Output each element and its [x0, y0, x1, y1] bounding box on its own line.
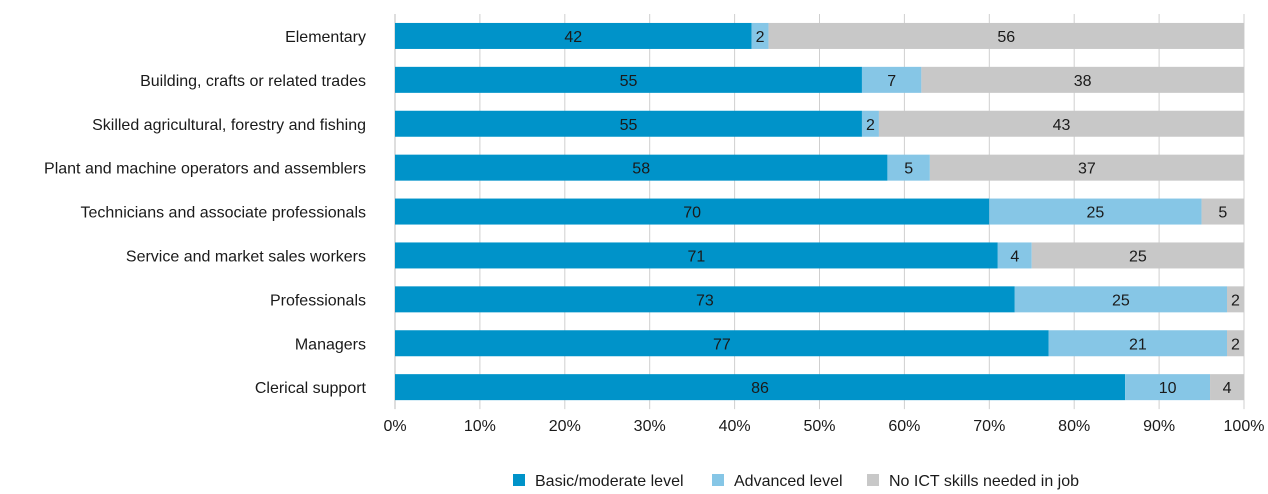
data-label: 42 — [564, 29, 582, 46]
x-tick-label: 50% — [803, 418, 835, 435]
data-label: 37 — [1078, 161, 1096, 178]
category-label: Plant and machine operators and assemble… — [44, 161, 366, 178]
legend-label: Basic/moderate level — [535, 473, 684, 490]
data-label: 5 — [1218, 205, 1227, 222]
bar-segment — [395, 154, 888, 181]
data-label: 2 — [1231, 292, 1240, 309]
data-labels-layer: 42 2 56 55 7 38 55 2 43 58 5 37 70 25 5 71 4 25 73 25 2 77 21 2… — [564, 29, 1240, 397]
data-label: 77 — [713, 336, 731, 353]
bar-segment — [395, 198, 990, 225]
bar-segment — [395, 374, 1126, 401]
x-tick-labels-layer: 0% 10% 20% 30% 40% 50% 60% 70% 80% 90% 100% — [383, 418, 1264, 435]
data-label: 25 — [1129, 248, 1147, 265]
bar-segment — [861, 110, 879, 137]
data-label: 5 — [904, 161, 913, 178]
legend-swatch — [712, 474, 724, 486]
bar-segment — [1227, 286, 1244, 313]
category-label: Skilled agricultural, forestry and fishi… — [92, 117, 366, 134]
bar-segment — [1048, 330, 1228, 357]
legend: Basic/moderate level Advanced level No ICT… — [513, 473, 1079, 490]
bar-segment — [395, 22, 752, 49]
x-tick-label: 100% — [1224, 418, 1265, 435]
bar-segment — [921, 66, 1244, 93]
bar-segment — [878, 110, 1244, 137]
bar-segment — [1227, 330, 1244, 357]
data-label: 70 — [683, 205, 701, 222]
legend-swatch — [867, 474, 879, 486]
bar-segment — [395, 110, 862, 137]
data-label: 2 — [866, 117, 875, 134]
x-tick-label: 60% — [888, 418, 920, 435]
x-tick-label: 90% — [1143, 418, 1175, 435]
bar-segment — [395, 66, 862, 93]
data-label: 2 — [756, 29, 765, 46]
category-label: Service and market sales workers — [126, 248, 366, 265]
data-label: 25 — [1112, 292, 1130, 309]
bar-segment — [395, 286, 1015, 313]
legend-label: No ICT skills needed in job — [889, 473, 1079, 490]
bar-segment — [1210, 374, 1244, 401]
category-label: Building, crafts or related trades — [140, 73, 366, 90]
x-tick-label: 30% — [634, 418, 666, 435]
category-label: Clerical support — [255, 380, 367, 397]
data-label: 71 — [687, 248, 705, 265]
data-label: 58 — [632, 161, 650, 178]
data-label: 4 — [1010, 248, 1019, 265]
bar-segment — [1031, 242, 1244, 269]
bar-segment — [768, 22, 1244, 49]
data-label: 55 — [620, 73, 638, 90]
x-tick-label: 0% — [383, 418, 406, 435]
category-label: Elementary — [285, 29, 366, 46]
bar-segment — [997, 242, 1032, 269]
legend-swatch — [513, 474, 525, 486]
data-label: 56 — [997, 29, 1015, 46]
bar-segment — [929, 154, 1244, 181]
bar-segment — [395, 330, 1049, 357]
legend-label: Advanced level — [734, 473, 843, 490]
bar-segment — [751, 22, 769, 49]
bar-segment — [1201, 198, 1244, 225]
bar-segment — [861, 66, 922, 93]
bar-segment — [989, 198, 1202, 225]
data-label: 2 — [1231, 336, 1240, 353]
x-tick-label: 20% — [549, 418, 581, 435]
bar-segment — [1014, 286, 1228, 313]
category-label: Managers — [295, 336, 366, 353]
x-tick-label: 80% — [1058, 418, 1090, 435]
data-label: 86 — [751, 380, 769, 397]
bars-layer — [395, 22, 1244, 401]
bar-segment — [1125, 374, 1211, 401]
data-label: 4 — [1223, 380, 1232, 397]
data-label: 21 — [1129, 336, 1147, 353]
data-label: 43 — [1053, 117, 1071, 134]
category-labels-layer: Elementary Building, crafts or related tr… — [44, 29, 367, 397]
data-label: 25 — [1087, 205, 1105, 222]
category-label: Technicians and associate professionals — [81, 205, 367, 222]
data-label: 73 — [696, 292, 714, 309]
x-tick-label: 40% — [719, 418, 751, 435]
category-label: Professionals — [270, 292, 366, 309]
bar-segment — [887, 154, 930, 181]
data-label: 55 — [620, 117, 638, 134]
data-label: 7 — [887, 73, 896, 90]
x-tick-label: 10% — [464, 418, 496, 435]
data-label: 38 — [1074, 73, 1092, 90]
data-label: 10 — [1159, 380, 1177, 397]
bar-segment — [395, 242, 998, 269]
x-tick-label: 70% — [973, 418, 1005, 435]
